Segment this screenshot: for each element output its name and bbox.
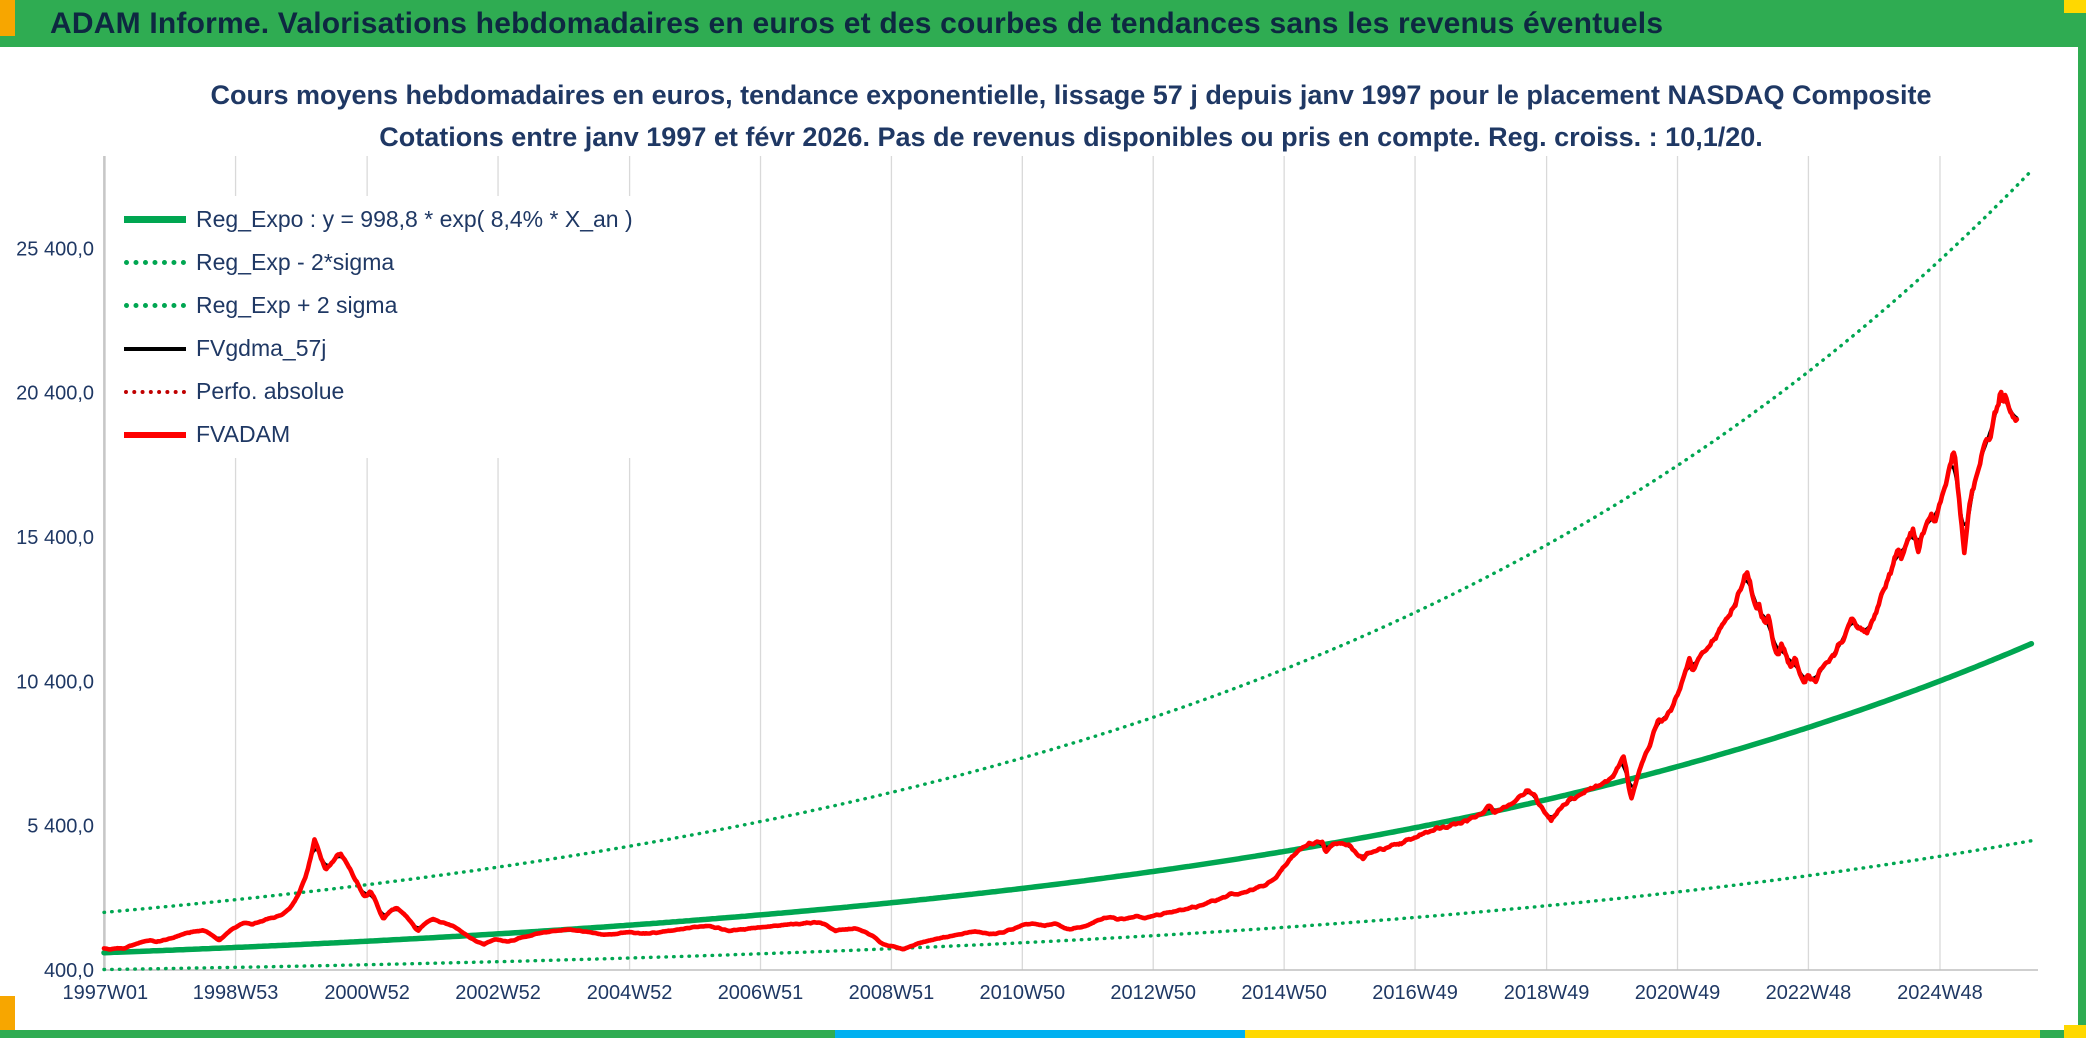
x-tick-label: 2018W49 <box>1504 982 1590 1004</box>
chart-title-line2: Cotations entre janv 1997 et févr 2026. … <box>379 122 1763 152</box>
corner-accent-bottom-right <box>2064 1025 2086 1038</box>
series-reg_expo <box>101 640 2035 956</box>
bottom-strip-green-right <box>2040 1030 2086 1038</box>
x-tick-label: 2010W50 <box>980 982 1066 1004</box>
series-fvadam <box>101 389 2020 952</box>
legend-item: Reg_Exp - 2*sigma <box>124 241 633 284</box>
corner-accent-bottom-left <box>0 996 15 1030</box>
legend-line-sample <box>124 431 186 438</box>
legend-label: Reg_Exp - 2*sigma <box>196 249 395 275</box>
legend-line-sample <box>124 216 186 223</box>
x-tick-label: 2006W51 <box>718 982 804 1004</box>
legend-label: Reg_Expo : y = 998,8 * exp( 8,4% * X_an … <box>196 206 633 232</box>
corner-accent-top-right <box>2064 0 2086 13</box>
bottom-strip <box>0 1030 2086 1038</box>
header-title: ADAM Informe. Valorisations hebdomadaire… <box>50 6 1664 40</box>
series-perfo <box>102 390 2019 951</box>
x-tick-label: 2022W48 <box>1766 982 1852 1004</box>
x-tick-label: 2012W50 <box>1110 982 1196 1004</box>
legend-line-sample <box>124 303 186 308</box>
series-reg_exp <box>102 839 2034 972</box>
legend-item: FVADAM <box>124 413 633 456</box>
legend-label: FVgdma_57j <box>196 335 327 361</box>
corner-accent-top-left <box>0 0 15 36</box>
x-tick-label: 2016W49 <box>1372 982 1458 1004</box>
y-tick-label: 15 400,0 <box>16 527 94 549</box>
legend-line-sample <box>124 389 186 394</box>
x-tick-label: 2002W52 <box>455 982 541 1004</box>
x-tick-label: 2008W51 <box>849 982 935 1004</box>
y-tick-label: 400,0 <box>44 960 94 982</box>
x-tick-label: 2020W49 <box>1635 982 1721 1004</box>
y-tick-label: 5 400,0 <box>27 816 94 838</box>
x-tick-label: 2004W52 <box>587 982 673 1004</box>
x-tick-label: 1998W53 <box>193 982 279 1004</box>
x-tick-label: 2024W48 <box>1897 982 1983 1004</box>
legend-item: Reg_Expo : y = 998,8 * exp( 8,4% * X_an … <box>124 198 633 241</box>
legend-label: Perfo. absolue <box>196 378 345 404</box>
header-bar: ADAM Informe. Valorisations hebdomadaire… <box>0 0 2086 47</box>
legend-item: Perfo. absolue <box>124 370 633 413</box>
legend-line-sample <box>124 346 186 351</box>
series-reg_exp <box>102 169 2034 915</box>
legend-item: Reg_Exp + 2 sigma <box>124 284 633 327</box>
legend-line-sample <box>124 260 186 265</box>
legend-item: FVgdma_57j <box>124 327 633 370</box>
x-tick-label: 1997W01 <box>63 982 149 1004</box>
bottom-strip-cyan <box>835 1030 1245 1038</box>
chart-title-line1: Cours moyens hebdomadaires en euros, ten… <box>210 80 1932 110</box>
bottom-strip-green-left <box>0 1030 835 1038</box>
y-tick-label: 25 400,0 <box>16 238 94 260</box>
right-edge-strip <box>2078 0 2086 1038</box>
chart-title-block: Cours moyens hebdomadaires en euros, ten… <box>104 74 2038 158</box>
legend: Reg_Expo : y = 998,8 * exp( 8,4% * X_an … <box>120 196 647 458</box>
x-tick-label: 2000W52 <box>324 982 410 1004</box>
series-fvgdma_57j <box>102 398 2019 951</box>
legend-label: FVADAM <box>196 421 291 447</box>
legend-label: Reg_Exp + 2 sigma <box>196 292 398 318</box>
y-tick-label: 10 400,0 <box>16 671 94 693</box>
bottom-strip-yellow <box>1245 1030 2040 1038</box>
y-tick-label: 20 400,0 <box>16 383 94 405</box>
x-tick-label: 2014W50 <box>1241 982 1327 1004</box>
